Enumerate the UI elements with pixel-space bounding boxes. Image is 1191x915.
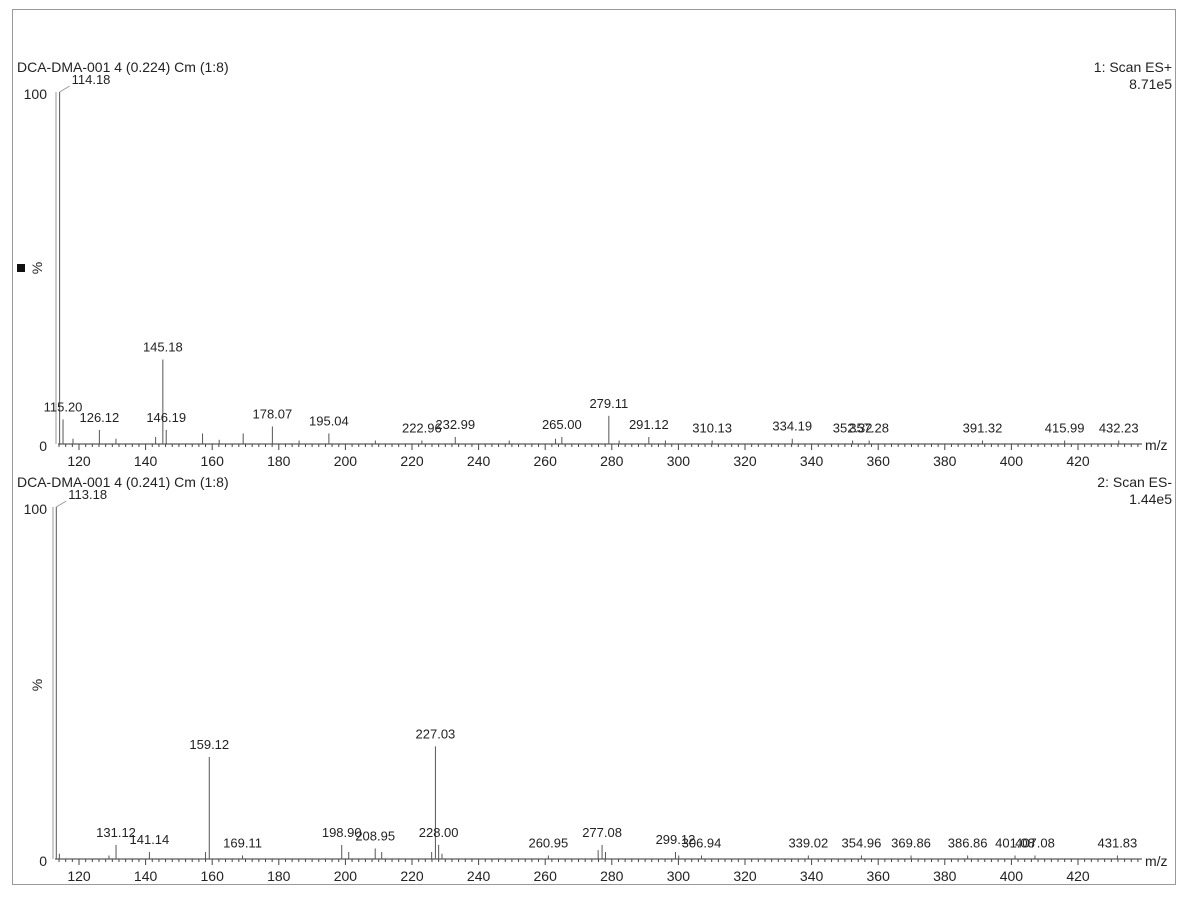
panel2-y-tick-top: 100 — [24, 501, 48, 517]
panel1-peak-label: 114.18 — [72, 72, 111, 87]
panel2-y-axis-label: % — [29, 679, 45, 691]
panel1-peak-leader — [59, 85, 70, 93]
panel2-x-tick-label: 400 — [1000, 868, 1024, 884]
panel2-peak-label: 141.14 — [130, 832, 170, 847]
panel2-x-tick-label: 120 — [67, 868, 91, 884]
panel2-peak-label: 227.03 — [416, 726, 456, 741]
panel2-peak-label: 369.86 — [891, 835, 931, 850]
panel1-intensity-label: 8.71e5 — [1129, 76, 1172, 92]
panel1-x-tick-label: 240 — [467, 453, 491, 469]
panel1-peak-label: 432.23 — [1099, 420, 1139, 435]
panel1-x-tick-label: 400 — [1000, 453, 1024, 469]
legend-marker — [17, 264, 25, 272]
panel2-x-tick-label: 140 — [134, 868, 158, 884]
panel1-peak-label: 126.12 — [79, 410, 119, 425]
panel1-peak-label: 291.12 — [629, 417, 669, 432]
panel2-peak-label: 431.83 — [1098, 835, 1138, 850]
panel1-x-tick-label: 180 — [267, 453, 291, 469]
panel1-peak-label: 357.28 — [849, 420, 889, 435]
panel2-x-tick-label: 180 — [267, 868, 291, 884]
panel1-peak-label: 195.04 — [309, 413, 349, 428]
panel2-peak-leader — [56, 500, 67, 508]
panel2-x-tick-label: 260 — [534, 868, 558, 884]
panel1-y-tick-bottom: 0 — [39, 438, 47, 454]
panel1-x-axis-label: m/z — [1145, 437, 1168, 453]
panel1-x-tick-label: 340 — [800, 453, 824, 469]
panel1-peak-label: 310.13 — [692, 420, 732, 435]
panel2-scan-label: 2: Scan ES- — [1097, 474, 1172, 490]
panel2-sample-label: DCA-DMA-001 4 (0.241) Cm (1:8) — [17, 474, 229, 490]
panel1-x-tick-label: 360 — [867, 453, 891, 469]
panel1-peak-label: 279.11 — [589, 396, 628, 411]
panel2-peak-label: 260.95 — [528, 835, 568, 850]
panel2-x-tick-label: 360 — [867, 868, 891, 884]
panel2-peak-label: 131.12 — [96, 825, 136, 840]
panel1-y-axis-label: % — [29, 262, 45, 274]
panel2-x-axis-label: m/z — [1145, 853, 1168, 869]
panel2-peak-label: 299.12 — [656, 832, 696, 847]
panel1-peak-label: 222.96 — [402, 420, 442, 435]
panel2-y-tick-bottom: 0 — [39, 853, 47, 869]
panel2-peak-label: 159.12 — [189, 737, 229, 752]
panel1-peak-label: 115.20 — [44, 399, 83, 414]
panel1-scan-label: 1: Scan ES+ — [1094, 59, 1172, 75]
spectrum-frame — [12, 9, 1176, 885]
panel1-x-tick-label: 420 — [1066, 453, 1090, 469]
panel1-peak-label: 265.00 — [542, 417, 582, 432]
panel1-peak-label: 145.18 — [143, 340, 183, 355]
panel2-x-tick-label: 280 — [600, 868, 624, 884]
plot-area: 120 140 160 180 200 220 240 260 280 300 320 340 360 3… — [44, 72, 1142, 884]
panel2-x-tick-label: 420 — [1066, 868, 1090, 884]
panel2-intensity-label: 1.44e5 — [1129, 491, 1172, 507]
panel2-x-tick-label: 200 — [334, 868, 358, 884]
panel1-peak-label: 334.19 — [772, 419, 812, 434]
panel2-peak-label: 198.90 — [322, 825, 362, 840]
panel2-peak-label: 277.08 — [582, 825, 622, 840]
panel2-x-tick-label: 300 — [667, 868, 691, 884]
panel2-x-tick-label: 240 — [467, 868, 491, 884]
panel2-peak-label: 208.95 — [355, 828, 395, 843]
panel2-peak-label: 386.86 — [948, 835, 988, 850]
panel2-x-tick-label: 380 — [933, 868, 957, 884]
panel2-peak-label: 354.96 — [842, 835, 882, 850]
panel1-peak-label: 178.07 — [252, 406, 292, 421]
panel2-peak-label: 407.08 — [1015, 835, 1055, 850]
panel1-x-tick-label: 120 — [67, 453, 91, 469]
panel2-x-tick-label: 160 — [201, 868, 225, 884]
panel2-peak-label: 401.08 — [995, 835, 1035, 850]
panel1-x-tick-label: 260 — [534, 453, 558, 469]
panel1-x-tick-label: 280 — [600, 453, 624, 469]
panel1-peak-label: 415.99 — [1045, 420, 1085, 435]
panel2-peak-label: 113.18 — [68, 487, 107, 502]
panel1-x-tick-label: 320 — [733, 453, 757, 469]
panel1-x-tick-label: 380 — [933, 453, 957, 469]
panel2-peak-label: 339.02 — [788, 835, 828, 850]
panel1-x-tick-label: 300 — [667, 453, 691, 469]
panel1-x-tick-label: 220 — [400, 453, 424, 469]
panel1-peak-label: 352.32 — [833, 420, 873, 435]
panel2-peak-label: 306.94 — [682, 835, 722, 850]
panel1-x-tick-label: 160 — [201, 453, 225, 469]
panel1-peak-label: 232.99 — [435, 417, 475, 432]
panel1-y-tick-top: 100 — [24, 86, 48, 102]
panel2-x-tick-label: 340 — [800, 868, 824, 884]
panel1-sample-label: DCA-DMA-001 4 (0.224) Cm (1:8) — [17, 59, 229, 75]
panel1-peak-label: 146.19 — [146, 410, 186, 425]
panel1-x-tick-label: 140 — [134, 453, 158, 469]
panel2-x-tick-label: 220 — [400, 868, 424, 884]
panel1-x-tick-label: 200 — [334, 453, 358, 469]
panel2-peak-label: 169.11 — [223, 835, 262, 850]
panel1-peak-label: 391.32 — [963, 420, 1003, 435]
panel2-peak-label: 228.00 — [419, 825, 459, 840]
panel2-x-tick-label: 320 — [733, 868, 757, 884]
